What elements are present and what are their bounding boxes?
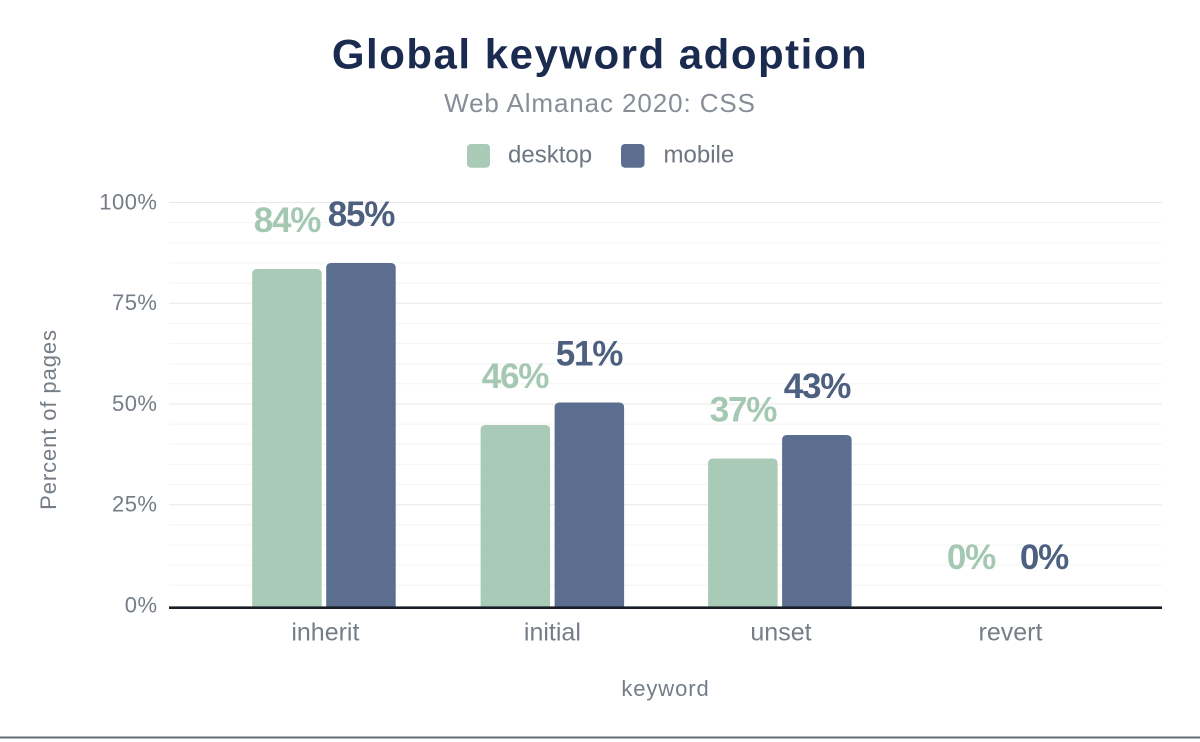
svg-text:Global keyword adoption: Global keyword adoption bbox=[332, 31, 868, 78]
svg-text:75%: 75% bbox=[112, 290, 158, 315]
svg-text:mobile: mobile bbox=[664, 141, 735, 168]
svg-text:Web Almanac 2020: CSS: Web Almanac 2020: CSS bbox=[444, 88, 756, 118]
svg-text:0%: 0% bbox=[1020, 538, 1069, 577]
svg-text:85%: 85% bbox=[328, 195, 396, 234]
svg-text:84%: 84% bbox=[254, 201, 322, 240]
svg-text:51%: 51% bbox=[556, 335, 624, 374]
svg-text:desktop: desktop bbox=[508, 141, 592, 168]
svg-text:initial: initial bbox=[524, 618, 581, 646]
svg-text:50%: 50% bbox=[112, 391, 158, 416]
svg-text:revert: revert bbox=[979, 618, 1043, 646]
svg-text:Percent of pages: Percent of pages bbox=[36, 329, 61, 510]
svg-text:37%: 37% bbox=[710, 391, 778, 430]
svg-text:0%: 0% bbox=[947, 538, 996, 577]
svg-text:100%: 100% bbox=[99, 190, 157, 215]
svg-text:0%: 0% bbox=[125, 593, 158, 618]
svg-text:inherit: inherit bbox=[291, 618, 359, 646]
svg-text:46%: 46% bbox=[482, 357, 550, 396]
svg-text:keyword: keyword bbox=[621, 676, 709, 701]
svg-text:unset: unset bbox=[750, 618, 811, 646]
svg-text:43%: 43% bbox=[784, 367, 852, 406]
svg-text:25%: 25% bbox=[112, 492, 158, 517]
